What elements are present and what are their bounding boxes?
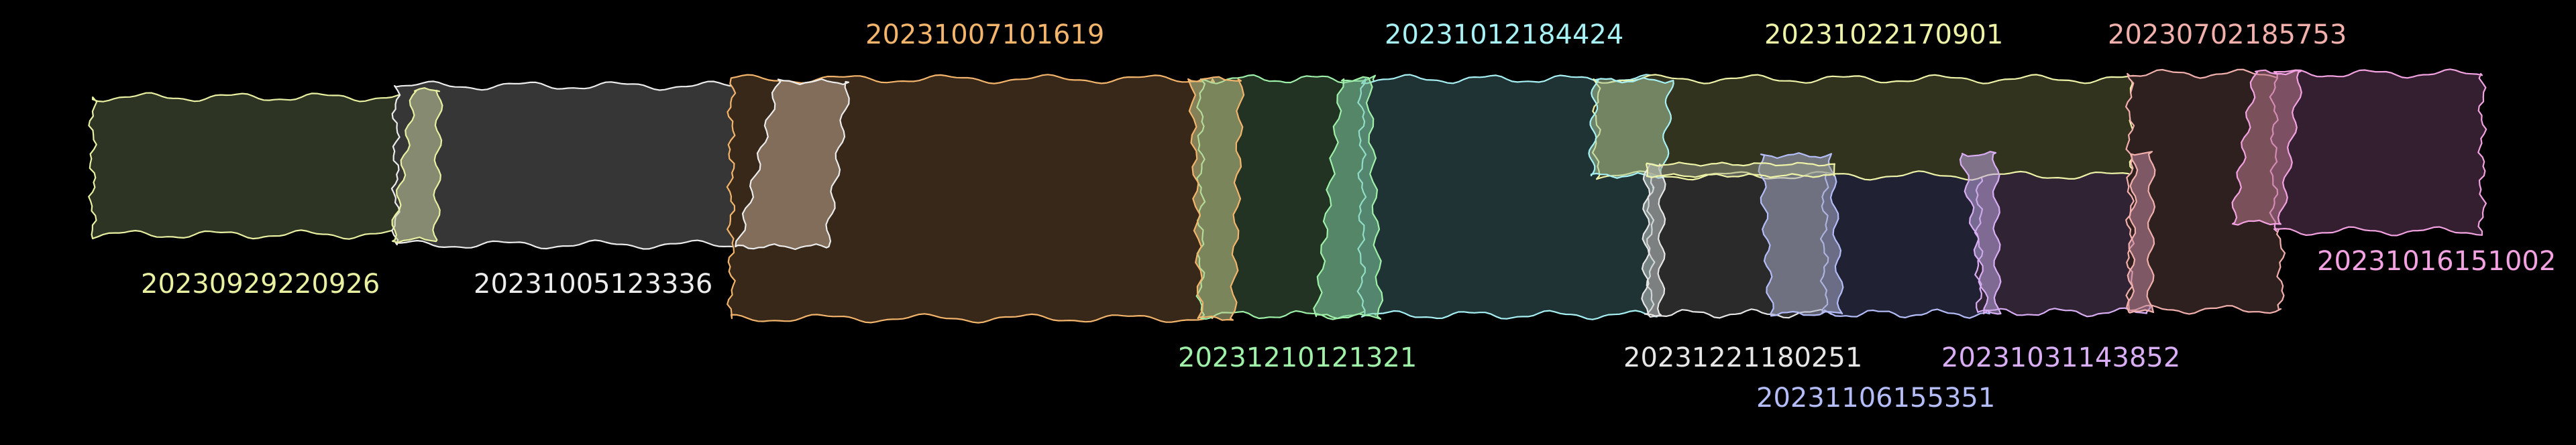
patch-label-20231012184424: 20231012184424 — [1385, 19, 1624, 50]
overlap-strip-20231005123336 — [735, 78, 850, 251]
patch-label-20231005123336: 20231005123336 — [474, 269, 713, 300]
patch-label-20231221180251: 20231221180251 — [1623, 342, 1863, 373]
overlap-band-20231022170901 — [1646, 162, 1836, 178]
patch-20231016151002 — [2269, 68, 2487, 237]
overlap-strip-20230929220926 — [391, 87, 443, 243]
overlap-strip-20231007101619 — [1187, 76, 1245, 321]
overlap-strip-20231106155351 — [1758, 152, 1844, 317]
patch-label-20230929220926: 20230929220926 — [141, 269, 380, 300]
patch-label-20231106155351: 20231106155351 — [1756, 383, 1996, 414]
patch-label-20231016151002: 20231016151002 — [2317, 246, 2557, 277]
overlap-strip-20231210121321 — [1313, 76, 1384, 320]
patch-20231106155351 — [1819, 159, 1991, 319]
patch-label-20231031143852: 20231031143852 — [1941, 342, 2181, 373]
overlap-strip-20231031143852 — [1959, 151, 2002, 315]
overlap-strip-20231012184424 — [1588, 77, 1674, 179]
patch-label-20231007101619: 20231007101619 — [865, 19, 1105, 50]
overlap-strip-20231016151002 — [2231, 69, 2302, 226]
patch-label-20230702185753: 20230702185753 — [2108, 19, 2347, 50]
patch-label-20231022170901: 20231022170901 — [1764, 19, 2004, 50]
patch-20230929220926 — [88, 92, 435, 240]
overlap-strip-20230702185753 — [2126, 151, 2156, 314]
overlap-strip-20231221180251 — [1641, 163, 1666, 317]
patch-label-20231210121321: 20231210121321 — [1178, 342, 1417, 373]
